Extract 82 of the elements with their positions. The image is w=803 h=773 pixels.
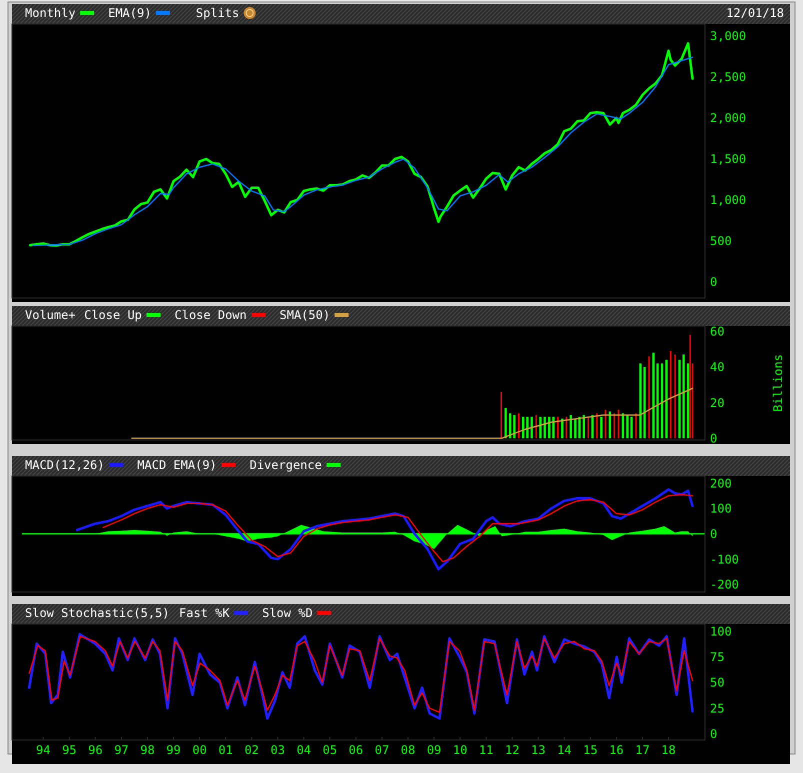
- x-tick-label: 10: [452, 743, 468, 757]
- bar: [530, 416, 533, 438]
- x-tick-label: 98: [140, 743, 155, 757]
- x-tick-label: 15: [583, 743, 598, 757]
- chart-title: Volume+: [25, 308, 76, 322]
- text: 12/01/18: [726, 6, 784, 20]
- x-tick-label: 09: [426, 743, 442, 757]
- y-tick-label: 200: [710, 476, 732, 490]
- bar: [570, 415, 572, 438]
- bar: [539, 416, 542, 438]
- y-tick-label: 40: [710, 360, 724, 374]
- x-tick-label: 94: [36, 743, 50, 757]
- y-tick-label: 75: [710, 650, 724, 664]
- legend-label: MACD EMA(9): [137, 458, 217, 472]
- bar: [526, 416, 528, 438]
- legend-label: Fast %K: [179, 606, 230, 620]
- y-tick-label: 1,500: [710, 152, 746, 166]
- bar: [522, 416, 524, 438]
- x-tick-label: 17: [635, 743, 650, 757]
- x-tick-label: 01: [218, 743, 233, 757]
- bar: [508, 413, 512, 438]
- x-tick-label: 00: [192, 743, 207, 757]
- y-tick-label: 0: [710, 275, 718, 290]
- y-tick-label: -200: [710, 578, 739, 592]
- legend-label: Close Down: [174, 308, 247, 322]
- legend-label: Divergence: [250, 458, 322, 472]
- bar: [639, 363, 642, 438]
- chart-title: Slow Stochastic(5,5): [25, 606, 170, 620]
- line-series: [131, 388, 694, 439]
- y-tick-label: 0: [710, 431, 718, 446]
- x-tick-label: 99: [166, 743, 181, 757]
- x-tick-label: 95: [62, 743, 77, 757]
- bar: [504, 408, 507, 438]
- y-axis-title: Billions: [771, 354, 785, 412]
- x-tick-label: 04: [296, 743, 312, 757]
- x-tick-label: 16: [609, 743, 624, 757]
- line-series: [76, 488, 694, 570]
- y-tick-label: 25: [710, 701, 724, 716]
- x-tick-label: 11: [478, 743, 494, 757]
- bar: [561, 418, 564, 438]
- y-tick-label: -100: [710, 552, 739, 566]
- legend-label: Monthly: [25, 6, 76, 20]
- x-tick-label: 05: [322, 743, 338, 757]
- y-tick-label: 100: [710, 502, 732, 516]
- y-tick-label: 0: [710, 526, 718, 541]
- x-tick-label: 12: [504, 743, 520, 757]
- y-tick-label: 2,500: [710, 70, 746, 84]
- y-tick-label: 1,000: [710, 193, 746, 208]
- text: Splits: [196, 6, 240, 20]
- x-tick-label: 06: [348, 743, 364, 757]
- bar: [582, 415, 585, 438]
- bar: [682, 354, 685, 438]
- y-tick-label: 0: [710, 727, 718, 742]
- x-tick-label: 07: [374, 743, 390, 757]
- x-tick-label: 18: [661, 743, 676, 757]
- x-tick-label: 96: [88, 743, 103, 757]
- y-tick-label: 50: [710, 676, 724, 690]
- y-tick-label: 500: [710, 234, 732, 248]
- legend-label: Close Up: [84, 308, 142, 322]
- x-tick-label: 97: [114, 743, 129, 757]
- legend-label: MACD(12,26): [25, 458, 104, 472]
- bar: [626, 415, 629, 438]
- bar: [544, 416, 546, 438]
- x-tick-label: 03: [270, 743, 285, 757]
- bar: [548, 416, 550, 438]
- bar: [574, 418, 576, 438]
- x-tick-label: 02: [244, 743, 259, 757]
- x-tick-label: 08: [400, 743, 416, 757]
- legend-label: Slow %D: [262, 606, 313, 620]
- x-tick-label: 14: [557, 743, 572, 757]
- y-tick-label: 3,000: [710, 29, 746, 44]
- legend-label: EMA(9): [108, 6, 152, 20]
- line-series: [102, 494, 694, 562]
- bar: [600, 416, 602, 438]
- y-tick-label: 100: [710, 624, 732, 638]
- y-tick-label: 2,000: [710, 111, 746, 126]
- y-tick-label: 60: [710, 324, 724, 339]
- x-tick-label: 13: [531, 743, 546, 757]
- legend-label: SMA(50): [280, 308, 330, 322]
- bar: [513, 415, 516, 438]
- y-tick-label: 20: [710, 396, 724, 410]
- bar: [552, 416, 555, 438]
